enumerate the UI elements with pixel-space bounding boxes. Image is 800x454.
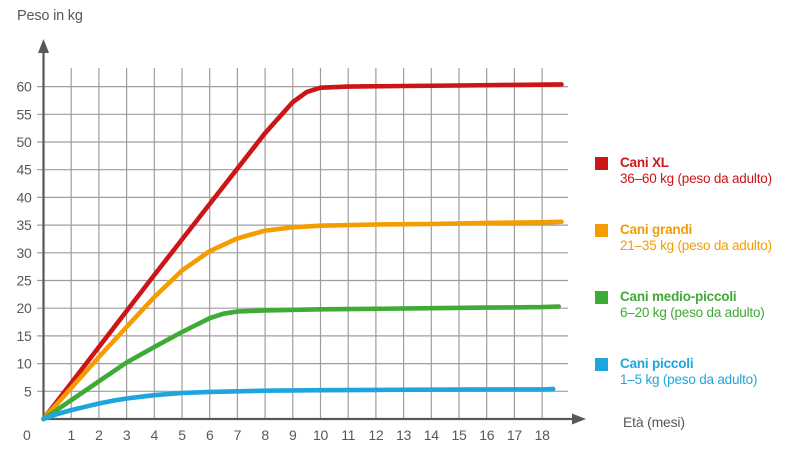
- y-tick-label: 35: [17, 217, 32, 233]
- legend-item-cani-grandi: Cani grandi 21–35 kg (peso da adulto): [595, 222, 772, 254]
- legend-text: Cani XL 36–60 kg (peso da adulto): [620, 155, 772, 187]
- y-tick-label: 20: [17, 300, 32, 316]
- legend-title: Cani XL: [620, 155, 669, 170]
- x-tick-label: 15: [452, 427, 467, 443]
- x-tick-label: 17: [507, 427, 522, 443]
- y-tick-label: 25: [17, 273, 32, 289]
- legend-subtitle: 1–5 kg (peso da adulto): [620, 372, 758, 387]
- y-tick-label: 55: [17, 106, 32, 122]
- y-tick-label: 40: [17, 189, 32, 205]
- chart-legend: Cani XL 36–60 kg (peso da adulto) Cani gra…: [595, 155, 772, 388]
- curve-cani-xl: [41, 82, 564, 422]
- legend-subtitle: 36–60 kg (peso da adulto): [620, 171, 772, 186]
- legend-text: Cani piccoli 1–5 kg (peso da adulto): [620, 356, 757, 388]
- x-tick-label: 1: [67, 427, 75, 443]
- legend-swatch-icon: [595, 358, 608, 371]
- y-axis-title: Peso in kg: [17, 8, 83, 24]
- x-tick-label: 9: [289, 427, 297, 443]
- legend-subtitle: 21–35 kg (peso da adulto): [620, 238, 772, 253]
- x-axis-title: Età (mesi): [623, 414, 685, 430]
- curve-cani-grandi: [41, 219, 564, 422]
- x-tick-label: 6: [206, 427, 214, 443]
- legend-item-cani-xl: Cani XL 36–60 kg (peso da adulto): [595, 155, 772, 187]
- x-tick-label: 8: [261, 427, 269, 443]
- legend-text: Cani grandi 21–35 kg (peso da adulto): [620, 222, 772, 254]
- legend-title: Cani piccoli: [620, 356, 694, 371]
- y-tick-label: 5: [24, 383, 32, 399]
- y-axis-arrow-icon: [38, 39, 49, 53]
- legend-subtitle: 6–20 kg (peso da adulto): [620, 305, 765, 320]
- x-tick-label: 2: [95, 427, 103, 443]
- y-tick-label: 10: [17, 356, 32, 372]
- x-tick-label: 18: [535, 427, 550, 443]
- y-tick-label: 15: [17, 328, 32, 344]
- legend-title: Cani grandi: [620, 222, 693, 237]
- x-tick-label: 12: [368, 427, 383, 443]
- x-tick-label: 11: [341, 427, 355, 443]
- y-tick-label: 45: [17, 162, 32, 178]
- curve-cani-medio-piccoli: [41, 304, 562, 422]
- grid: [37, 68, 568, 419]
- x-tick-label: 7: [234, 427, 242, 443]
- legend-swatch-icon: [595, 224, 608, 237]
- legend-item-cani-medio-piccoli: Cani medio-piccoli 6–20 kg (peso da adult…: [595, 289, 772, 321]
- x-tick-label: 4: [151, 427, 159, 443]
- y-tick-label: 60: [17, 79, 32, 95]
- y-tick-label: 50: [17, 134, 32, 150]
- legend-swatch-icon: [595, 291, 608, 304]
- legend-swatch-icon: [595, 157, 608, 170]
- y-tick-label: 30: [17, 245, 32, 261]
- x-tick-label: 3: [123, 427, 131, 443]
- x-tick-label: 16: [479, 427, 494, 443]
- legend-text: Cani medio-piccoli 6–20 kg (peso da adult…: [620, 289, 765, 321]
- x-axis-arrow-icon: [572, 413, 586, 425]
- x-tick-label: 13: [396, 427, 411, 443]
- x-tick-label: 5: [178, 427, 186, 443]
- x-tick-label: 14: [424, 427, 439, 443]
- origin-tick-label: 0: [23, 427, 31, 443]
- x-tick-label: 10: [313, 427, 328, 443]
- axes: [42, 49, 576, 421]
- legend-item-cani-piccoli: Cani piccoli 1–5 kg (peso da adulto): [595, 356, 772, 388]
- curve-cani-piccoli: [41, 386, 556, 422]
- legend-title: Cani medio-piccoli: [620, 289, 737, 304]
